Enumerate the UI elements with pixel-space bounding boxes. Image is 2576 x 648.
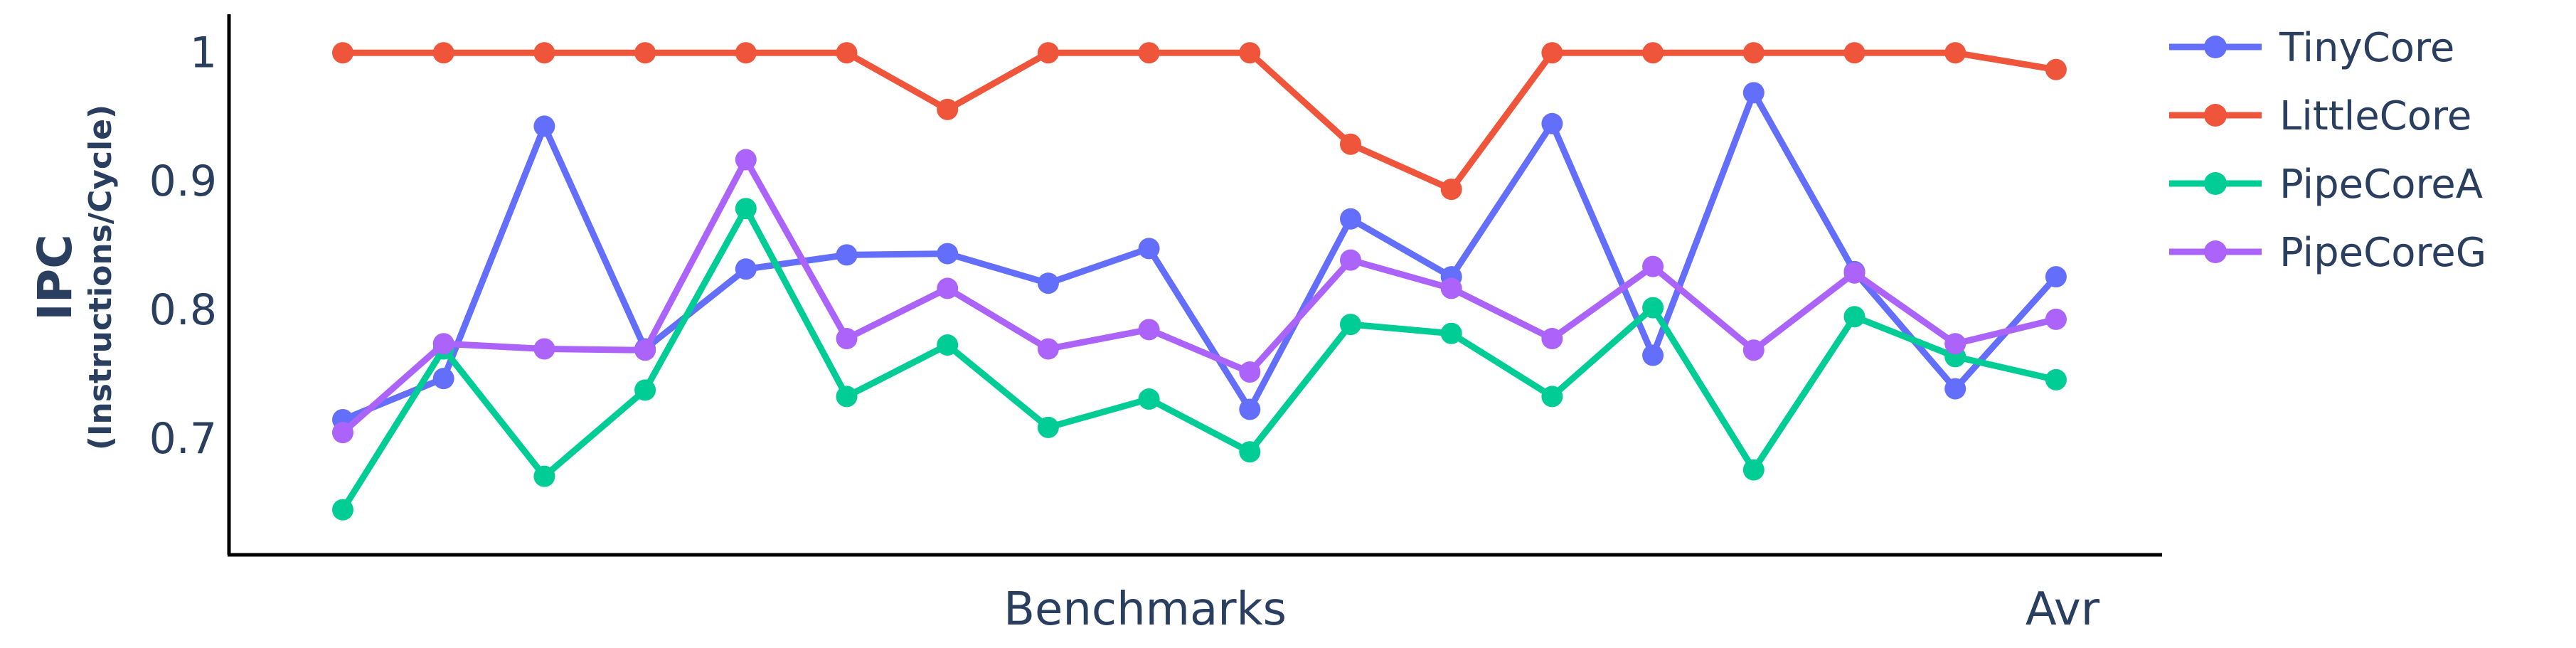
data-point	[1340, 249, 1361, 271]
series-pipecorea	[332, 198, 2067, 521]
series-tinycore	[332, 82, 2067, 430]
data-point	[1642, 42, 1664, 64]
data-point	[836, 42, 858, 64]
data-point	[836, 244, 858, 266]
data-point	[735, 149, 757, 171]
data-point	[1843, 42, 1866, 64]
data-point	[533, 115, 555, 137]
data-point	[1843, 306, 1866, 328]
data-point	[1138, 238, 1160, 260]
legend-label: LittleCore	[2279, 93, 2471, 139]
data-point	[1440, 277, 1462, 299]
data-point	[1239, 361, 1261, 383]
data-point	[1037, 416, 1059, 438]
data-point	[634, 42, 656, 64]
data-point	[1340, 208, 1361, 230]
y-axis-title-main: IPC	[28, 234, 83, 320]
y-tick-label: 0.7	[149, 414, 217, 464]
data-point	[1037, 272, 1059, 294]
series-lines	[332, 42, 2067, 521]
y-tick-label: 0.9	[149, 156, 217, 206]
data-point	[1541, 386, 1563, 408]
series-littlecore	[332, 42, 2067, 201]
legend-swatch-marker	[2204, 104, 2227, 127]
legend-swatch-marker	[2204, 36, 2227, 58]
data-point	[1239, 42, 1261, 64]
data-point	[432, 333, 454, 355]
data-point	[1944, 378, 1966, 400]
data-point	[836, 328, 858, 349]
data-point	[1742, 459, 1765, 481]
data-point	[1742, 82, 1765, 104]
series-line	[341, 89, 2059, 423]
data-point	[937, 277, 959, 299]
data-point	[432, 42, 454, 64]
data-point	[1642, 344, 1664, 366]
y-tick-label: 1	[190, 28, 217, 78]
data-point	[432, 368, 454, 390]
data-point	[1541, 42, 1563, 64]
x-axis-title: Benchmarks	[1004, 583, 1287, 636]
legend-label: PipeCoreG	[2279, 230, 2486, 276]
data-point	[937, 334, 959, 356]
data-point	[1138, 319, 1160, 341]
data-point	[1340, 133, 1361, 155]
legend-item[interactable]: LittleCore	[2169, 93, 2471, 139]
data-point	[533, 338, 555, 360]
data-point	[2045, 266, 2067, 288]
y-ticks: 0.7 0.8 0.9 1	[149, 28, 217, 464]
data-point	[332, 42, 353, 64]
data-point	[735, 258, 757, 280]
data-point	[1843, 262, 1866, 284]
legend-item[interactable]: PipeCoreA	[2169, 161, 2483, 208]
data-point	[1944, 42, 1966, 64]
legend-label: PipeCoreA	[2279, 161, 2483, 208]
data-point	[2045, 368, 2067, 391]
data-point	[1138, 42, 1160, 64]
legend-item[interactable]: TinyCore	[2169, 25, 2454, 71]
x-axis-last-label: Avr	[2026, 583, 2100, 636]
series-line	[341, 156, 2057, 435]
y-axis-title: IPC (Instructions/Cycle)	[28, 105, 119, 450]
legend-item[interactable]: PipeCoreG	[2169, 230, 2486, 276]
data-point	[634, 339, 656, 361]
data-point	[1642, 255, 1664, 277]
data-point	[937, 98, 959, 120]
data-point	[836, 386, 858, 408]
legend-swatch-marker	[2204, 172, 2227, 195]
legend-swatch-marker	[2204, 240, 2227, 263]
data-point	[1138, 388, 1160, 410]
data-point	[1742, 339, 1765, 361]
data-point	[1742, 42, 1765, 64]
data-point	[1440, 179, 1462, 201]
data-point	[533, 465, 555, 487]
data-point	[1037, 42, 1059, 64]
data-point	[332, 422, 353, 444]
data-point	[1440, 322, 1462, 344]
series-pipecoreg	[332, 149, 2067, 444]
data-point	[533, 42, 555, 64]
y-axis-title-sub: (Instructions/Cycle)	[83, 105, 119, 450]
data-point	[1037, 338, 1059, 360]
data-point	[1541, 328, 1563, 349]
data-point	[1944, 333, 1966, 355]
data-point	[1239, 441, 1261, 463]
data-point	[332, 499, 353, 521]
series-line	[343, 49, 2057, 193]
legend: TinyCore LittleCore PipeCoreA PipeCoreG	[2169, 25, 2486, 276]
data-point	[1541, 112, 1563, 134]
data-point	[1642, 297, 1664, 319]
data-point	[634, 379, 656, 401]
data-point	[735, 198, 757, 220]
data-point	[1239, 398, 1261, 420]
legend-label: TinyCore	[2279, 25, 2454, 71]
data-point	[1340, 314, 1361, 336]
data-point	[2045, 58, 2067, 80]
data-point	[735, 42, 757, 64]
series-line	[340, 205, 2057, 512]
data-point	[937, 243, 959, 265]
data-point	[2045, 308, 2067, 330]
y-tick-label: 0.8	[149, 285, 217, 335]
